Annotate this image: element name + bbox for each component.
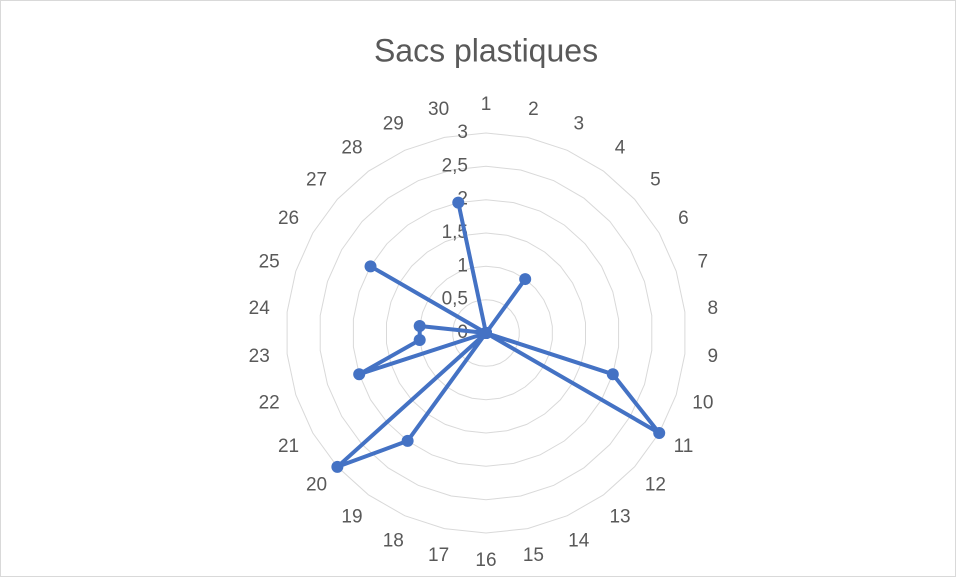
category-label: 14 [568,530,590,551]
data-point [364,260,377,273]
data-point [413,333,426,346]
axis-tick-label: 3 [457,122,468,143]
axis-tick-label: 1 [457,255,468,276]
category-label: 5 [650,169,661,190]
category-label: 7 [698,252,709,273]
axis-tick-label: 0,5 [442,289,468,310]
category-label: 23 [249,346,270,367]
category-label: 19 [341,506,362,527]
data-point [480,327,492,339]
category-label: 29 [383,114,404,135]
category-label: 20 [306,475,327,496]
category-label: 8 [707,298,718,319]
data-point [519,273,532,286]
category-label: 15 [523,545,544,566]
category-label: 10 [692,392,713,413]
category-label: 6 [678,208,689,229]
category-label: 13 [609,506,630,527]
category-label: 26 [278,208,299,229]
category-label: 28 [341,138,362,159]
category-label: 25 [259,252,280,273]
data-point [452,196,465,209]
category-label: 11 [674,436,694,457]
data-point [413,320,426,333]
data-point [653,427,666,439]
category-label: 30 [428,99,449,120]
grid-ring [286,132,686,534]
category-label: 2 [528,99,539,120]
category-label: 17 [428,545,449,566]
axis-tick-label: 1,5 [442,222,468,243]
grid-ring [319,165,653,501]
data-point [606,368,619,381]
category-label: 4 [615,138,626,159]
category-label: 9 [707,346,718,367]
category-label: 27 [306,169,327,190]
chart-title: Sacs plastiques [374,32,598,68]
category-label: 16 [475,550,496,571]
data-point [401,434,414,447]
category-label: 21 [278,436,299,457]
category-label: 12 [645,475,666,496]
category-label: 24 [249,298,271,319]
category-label: 18 [383,530,404,551]
data-point [331,460,344,473]
axis-tick-label: 2,5 [442,155,468,176]
data-point [353,368,366,381]
category-label: 3 [573,114,584,135]
category-label: 1 [481,94,492,115]
category-label: 22 [259,392,280,413]
